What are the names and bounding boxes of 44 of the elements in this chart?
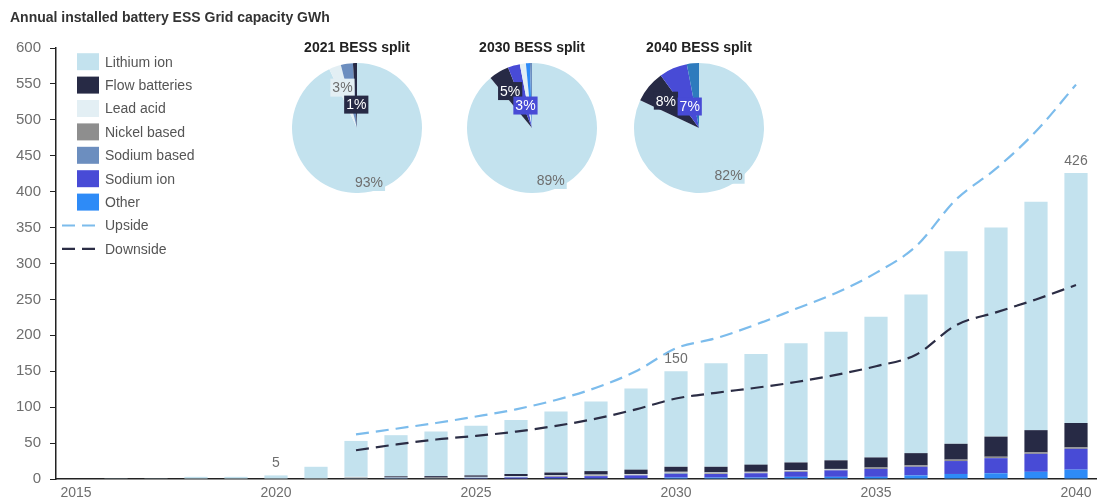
total-label: 426 xyxy=(1064,151,1088,168)
chart-title: 2021 BESS split xyxy=(304,39,411,56)
data-label: 7% xyxy=(679,98,700,115)
legend-label: Lead acid xyxy=(105,100,166,117)
x-tick-label: 2025 xyxy=(460,484,492,501)
x-tick-label: 2015 xyxy=(60,484,92,501)
data-label: 3% xyxy=(515,97,536,114)
total-label: 5 xyxy=(272,454,281,471)
x-tick-label: 2040 xyxy=(1060,484,1092,501)
y-tick-label: 100 xyxy=(15,397,41,415)
chart-title: 2040 BESS split xyxy=(646,39,753,56)
data-label: 82% xyxy=(714,166,743,183)
legend-label: Downside xyxy=(105,240,167,257)
chart-title: Annual installed battery ESS Grid capacity GWh xyxy=(10,9,330,26)
data-label: 1% xyxy=(346,96,367,113)
data-label: 8% xyxy=(655,92,677,109)
y-tick-label: 250 xyxy=(15,289,41,307)
y-tick-label: 300 xyxy=(15,253,41,271)
y-tick-label: 600 xyxy=(15,38,41,56)
data-label: 5% xyxy=(500,82,521,99)
total-label: 150 xyxy=(664,350,688,367)
x-tick-label: 2035 xyxy=(860,484,892,501)
y-tick-label: 500 xyxy=(15,109,41,127)
y-tick-label: 150 xyxy=(15,361,41,379)
y-tick-label: 50 xyxy=(24,433,41,451)
legend-label: Nickel based xyxy=(105,123,186,140)
y-tick-label: 400 xyxy=(15,181,41,199)
data-label: 3% xyxy=(332,79,353,96)
legend-label: Other xyxy=(105,193,141,210)
chart-title: 2030 BESS split xyxy=(479,39,586,56)
data-label: 93% xyxy=(355,173,384,190)
data-label: 89% xyxy=(536,171,565,188)
x-tick-label: 2030 xyxy=(660,484,692,501)
legend-label: Sodium ion xyxy=(105,170,176,187)
legend-label: Upside xyxy=(105,217,149,234)
x-tick-label: 2020 xyxy=(260,484,292,501)
legend-label: Sodium based xyxy=(105,147,195,164)
y-tick-label: 350 xyxy=(15,217,41,235)
y-tick-label: 200 xyxy=(15,325,41,343)
legend-label: Flow batteries xyxy=(105,76,193,93)
y-tick-label: 0 xyxy=(32,469,41,487)
y-tick-label: 450 xyxy=(15,145,41,163)
y-tick-label: 550 xyxy=(15,74,41,92)
legend-label: Lithium ion xyxy=(105,53,173,70)
